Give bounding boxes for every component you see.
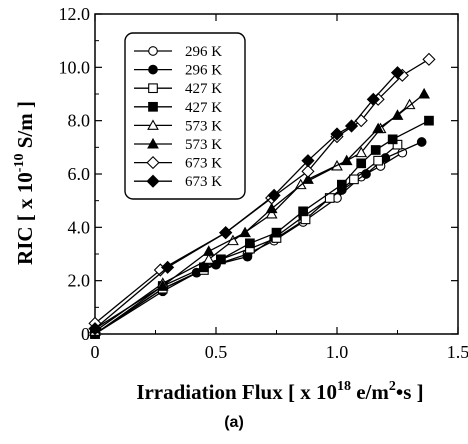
data-point xyxy=(336,179,347,190)
legend-marker xyxy=(148,64,158,75)
legend-marker xyxy=(148,46,158,56)
data-point xyxy=(88,322,102,336)
legend-item: 573 K xyxy=(134,137,222,153)
data-point xyxy=(416,137,427,147)
panel-label: (a) xyxy=(224,414,244,431)
data-point xyxy=(300,214,311,225)
legend-label: 427 K xyxy=(185,81,222,97)
legend-item: 427 K xyxy=(134,81,222,97)
legend-label: 296 K xyxy=(185,44,222,60)
data-point xyxy=(355,146,368,158)
legend-marker xyxy=(148,101,158,112)
y-tick-label: 2.0 xyxy=(68,271,91,291)
data-point xyxy=(242,251,253,262)
data-point xyxy=(298,206,308,217)
series-group xyxy=(88,52,436,339)
legend: 296 K 296 K 427 K 427 K 573 K 573 K 673 K 673 K xyxy=(124,32,246,200)
y-tick-label: 0 xyxy=(81,324,90,344)
legend-marker xyxy=(146,156,160,170)
data-point xyxy=(424,115,434,126)
legend-marker xyxy=(146,174,160,188)
legend-item: 296 K xyxy=(134,44,222,60)
data-point xyxy=(373,155,383,166)
data-point xyxy=(390,66,405,80)
data-point xyxy=(156,279,169,291)
data-point xyxy=(161,260,175,274)
x-axis-title: Irradiation Flux [ x 1018 e/m2•s ] xyxy=(136,379,423,404)
legend-marker xyxy=(147,119,159,130)
data-point xyxy=(387,134,398,145)
data-point xyxy=(301,154,315,168)
data-point xyxy=(199,262,209,273)
data-point xyxy=(202,253,215,264)
data-point xyxy=(366,92,380,106)
data-point xyxy=(202,245,215,256)
data-point xyxy=(239,226,251,238)
data-point xyxy=(215,254,226,265)
x-tick-label: 1.0 xyxy=(326,342,349,362)
data-point xyxy=(265,202,278,214)
legend-item: 573 K xyxy=(134,118,222,134)
data-point xyxy=(354,114,368,128)
data-point xyxy=(391,109,404,120)
series-6 xyxy=(89,87,430,334)
legend-item: 673 K xyxy=(134,156,222,172)
data-point xyxy=(330,127,344,141)
legend-marker xyxy=(148,83,158,94)
data-point xyxy=(356,158,367,169)
legend-label: 427 K xyxy=(185,100,222,116)
data-point xyxy=(245,238,255,249)
legend-label: 296 K xyxy=(185,63,222,79)
legend-label: 573 K xyxy=(185,118,222,134)
data-point xyxy=(267,188,281,202)
data-point xyxy=(301,164,315,178)
legend-box xyxy=(124,32,246,200)
x-tick-label: 0 xyxy=(91,342,100,362)
y-tick-label: 8.0 xyxy=(68,111,91,131)
data-point xyxy=(418,87,430,99)
x-tick-label: 0.5 xyxy=(205,342,228,362)
series-line xyxy=(94,93,425,330)
y-tick-label: 4.0 xyxy=(68,217,91,237)
data-point xyxy=(372,122,385,134)
legend-label: 673 K xyxy=(185,156,222,172)
y-tick-label: 12.0 xyxy=(59,4,91,24)
series-8 xyxy=(88,66,405,336)
data-point xyxy=(271,227,282,238)
data-point xyxy=(340,154,353,166)
data-point xyxy=(349,174,359,185)
x-tick-label: 1.5 xyxy=(447,342,468,362)
legend-item: 427 K xyxy=(134,100,222,116)
legend-item: 296 K xyxy=(134,63,222,79)
data-point xyxy=(403,98,416,110)
legend-item: 673 K xyxy=(134,174,222,190)
ticks-group: 0 0.5 1.0 1.5 0 2.0 4.0 6.0 8.0 10.0 12.0 xyxy=(59,4,468,362)
y-tick-label: 10.0 xyxy=(59,57,91,77)
data-point xyxy=(219,226,233,240)
legend-label: 673 K xyxy=(185,174,222,190)
data-point xyxy=(265,207,278,219)
data-point xyxy=(422,52,436,66)
y-axis-title: RIC [ x 10-10 S/m ] xyxy=(12,101,37,265)
series-5 xyxy=(89,98,416,336)
legend-marker xyxy=(147,137,159,149)
legend-label: 573 K xyxy=(185,137,222,153)
data-point xyxy=(344,119,359,133)
data-point xyxy=(302,173,314,184)
data-point xyxy=(370,145,381,155)
y-tick-label: 6.0 xyxy=(68,164,91,184)
series-line xyxy=(94,58,430,324)
data-point xyxy=(361,169,371,179)
series-line xyxy=(94,104,411,332)
